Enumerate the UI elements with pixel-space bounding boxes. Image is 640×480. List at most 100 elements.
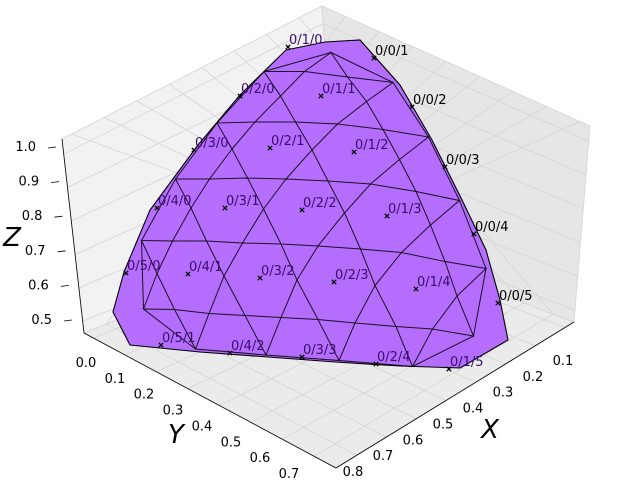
point-label: 0/1/2 [355,138,389,153]
point-label: 0/4/0 [158,194,192,209]
voronoi-cell [141,240,158,310]
point-marker [237,93,243,99]
point-label: 0/4/2 [231,339,265,354]
point-marker [285,44,291,50]
voronoi-cell [263,52,332,72]
voronoi-cell [329,51,394,83]
point-label: 0/1/1 [322,82,356,97]
point-label: 0/0/2 [413,93,447,108]
z-tick-mark [57,250,66,253]
z-gridline [63,23,324,155]
point-marker [158,342,164,348]
point-marker [299,207,305,213]
point-label: 0/5/0 [127,259,161,274]
y-tick-label: 0.5 [221,435,242,450]
x-tick-label: 0.8 [343,465,364,480]
point-label: 0/0/4 [475,220,509,235]
point-marker [446,366,452,372]
y-tick-label: 0.6 [250,451,271,466]
point-label: 0/2/4 [377,350,411,365]
point-labels: 0/0/1 0/0/2 0/0/3 0/0/4 0/0/5 0/1/0 0/1/1 0/1/2… [127,33,533,370]
point-markers [123,44,501,372]
z-tick-label: 0.7 [25,244,46,259]
point-marker [299,354,305,360]
y-tick-label: 0.7 [279,467,300,480]
point-label: 0/3/3 [303,343,337,358]
point-marker [267,145,273,151]
point-label: 0/1/4 [417,275,451,290]
y-axis-label: Y [168,420,186,450]
z-tick-label: 0.5 [31,313,52,328]
x-axis-label: X [479,415,500,445]
z-tick-label: 0.9 [19,175,40,190]
voronoi-cell [411,328,476,368]
y-gridline [313,313,554,457]
point-label: 0/2/3 [335,268,369,283]
point-marker [471,231,477,237]
x-tick-label: 0.3 [493,386,514,401]
z-tick-mark [60,285,69,287]
voronoi-cell [141,308,196,350]
z-tick-label: 0.8 [22,209,43,224]
axis-lines [61,138,575,469]
z-tick-mark [63,319,73,322]
point-label: 0/1/0 [289,33,323,48]
y-tick-label: 0.2 [134,388,155,403]
point-label: 0/4/1 [189,260,223,275]
point-marker [413,286,419,292]
tick-labels: 0.5 0.6 0.7 0.8 0.9 1.0 0.0 0.1 0.2 0.3 0.4 0.5 0.6 0… [15,140,573,480]
x-tick-label: 0.4 [463,402,484,417]
point-label: 0/2/2 [303,196,337,211]
point-label: 0/3/2 [261,264,295,279]
point-marker [331,279,337,285]
point-marker [191,147,197,153]
point-marker [154,205,160,211]
x-tick-label: 0.1 [553,354,574,369]
point-label: 0/1/5 [450,355,484,370]
point-marker [185,271,191,277]
point-label: 0/5/1 [162,331,196,346]
x-tick-label: 0.2 [523,370,544,385]
point-marker [409,104,415,110]
voronoi-cell [194,312,267,356]
surface-outline [112,39,509,369]
y-tick-label: 0.1 [105,372,126,387]
z-gridline [323,23,589,142]
y-tick-label: 0.4 [192,419,213,434]
z-tick-label: 0.6 [28,278,49,293]
point-label: 0/2/0 [241,82,275,97]
point-marker [257,275,263,281]
surface [112,39,509,369]
point-label: 0/1/3 [388,202,422,217]
z-axis-label: Z [2,223,22,253]
x-tick-label: 0.5 [433,417,454,432]
voronoi-cell [456,267,487,338]
point-marker [222,205,228,211]
point-marker [495,300,501,306]
point-marker [123,270,129,276]
y-tick-label: 0.3 [163,404,184,419]
point-label: 0/3/0 [195,136,229,151]
point-marker [373,361,379,367]
y-tick-label: 0.0 [76,356,97,371]
z-tick-label: 1.0 [15,140,36,155]
voronoi-cell [338,322,414,368]
point-label: 0/0/5 [499,289,533,304]
x-tick-label: 0.7 [373,449,394,464]
z-tick-mark [47,146,57,149]
z-tick-mark [51,181,60,183]
z-tick-mark [54,215,63,218]
point-marker [384,213,390,219]
point-marker [442,164,448,170]
x-tick-label: 0.6 [403,433,424,448]
voronoi-cell [265,316,340,362]
point-marker [351,149,357,155]
point-label: 0/3/1 [226,194,260,209]
point-label: 0/0/1 [375,44,409,59]
point-marker [227,350,233,356]
point-label: 0/0/3 [446,153,480,168]
point-label: 0/2/1 [271,134,305,149]
point-marker [371,55,377,61]
point-marker [318,93,324,99]
